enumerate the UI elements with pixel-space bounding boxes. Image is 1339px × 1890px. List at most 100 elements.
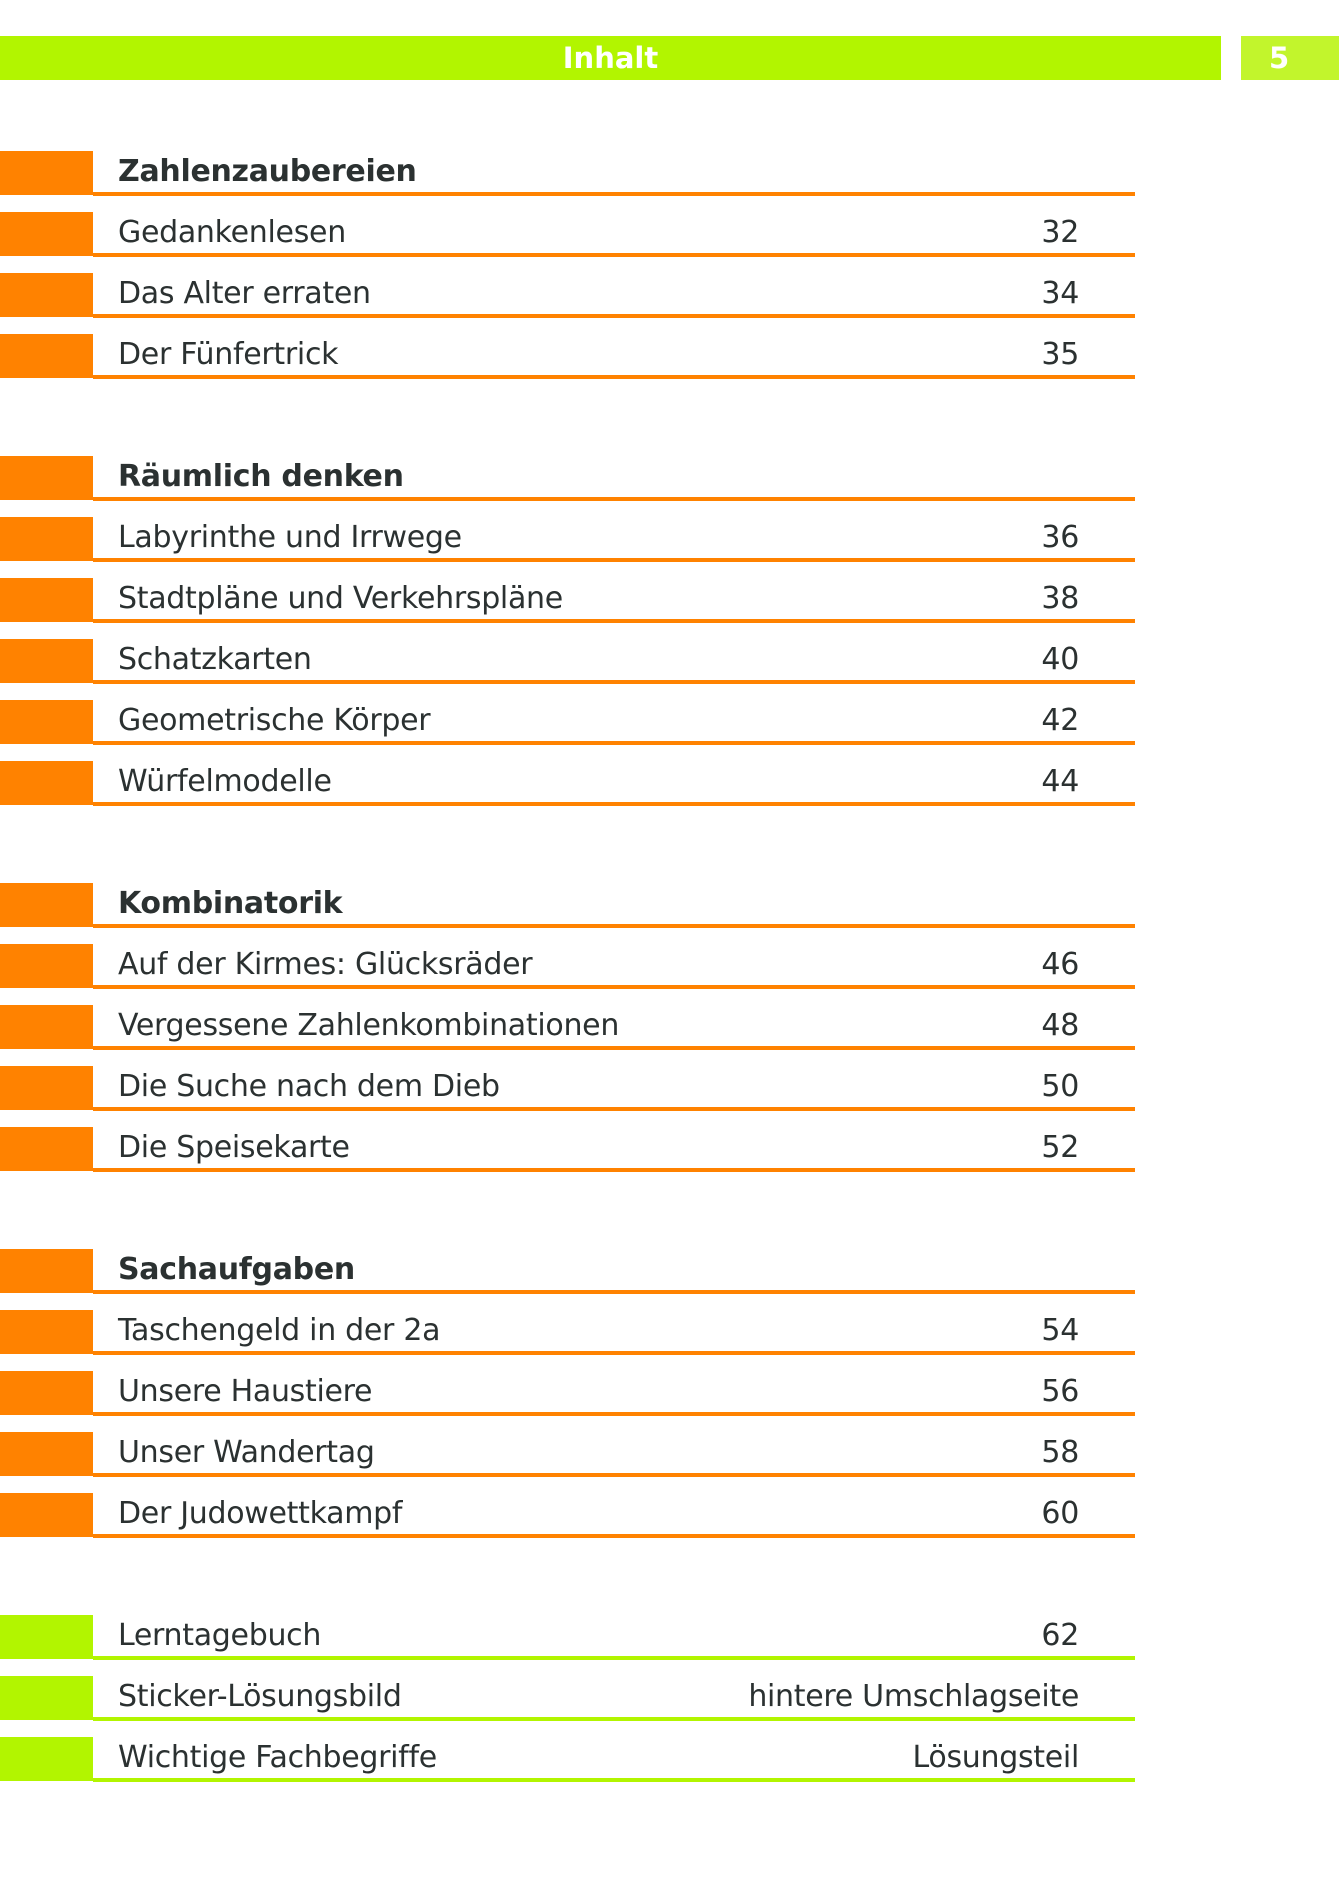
underline-divider	[93, 497, 1135, 501]
toc-entry[interactable]: Das Alter erraten 34	[0, 273, 1140, 334]
color-marker	[0, 273, 93, 317]
entry-title: Gedankenlesen	[118, 215, 346, 250]
entry-page: 35	[1041, 337, 1079, 372]
entry-title: Der Fünfertrick	[118, 337, 339, 372]
toc-entry[interactable]: Geometrische Körper 42	[0, 700, 1140, 761]
toc-entry[interactable]: Vergessene Zahlenkombinationen 48	[0, 1005, 1140, 1066]
underline-divider	[93, 1107, 1135, 1111]
entry-title: Die Suche nach dem Dieb	[118, 1069, 500, 1104]
entry-page: 50	[1041, 1069, 1079, 1104]
toc-entry[interactable]: Stadtpläne und Verkehrspläne 38	[0, 578, 1140, 639]
entry-page: 46	[1041, 947, 1079, 982]
toc-entry[interactable]: Der Judowettkampf 60	[0, 1493, 1140, 1554]
entry-title: Unser Wandertag	[118, 1435, 375, 1470]
underline-divider	[93, 1168, 1135, 1172]
section-heading[interactable]: Zahlenzaubereien	[0, 151, 1140, 212]
header-bar: Inhalt	[0, 36, 1221, 80]
underline-divider	[93, 1534, 1135, 1538]
page-title: Inhalt	[562, 41, 659, 75]
color-marker	[0, 151, 93, 195]
color-marker	[0, 1371, 93, 1415]
entry-title: Würfelmodelle	[118, 764, 332, 799]
entry-page: 58	[1041, 1435, 1079, 1470]
color-marker	[0, 578, 93, 622]
underline-divider	[93, 1778, 1135, 1782]
section-heading[interactable]: Räumlich denken	[0, 456, 1140, 517]
color-marker	[0, 1432, 93, 1476]
entry-title: Zahlenzaubereien	[118, 154, 417, 189]
toc-entry[interactable]: Der Fünfertrick 35	[0, 334, 1140, 395]
entry-title: Taschengeld in der 2a	[118, 1313, 441, 1348]
entry-title: Die Speisekarte	[118, 1130, 350, 1165]
underline-divider	[93, 1473, 1135, 1477]
toc-entry[interactable]: Die Suche nach dem Dieb 50	[0, 1066, 1140, 1127]
color-marker	[0, 456, 93, 500]
section-spacer	[0, 395, 1140, 456]
color-marker	[0, 944, 93, 988]
underline-divider	[93, 558, 1135, 562]
toc-entry[interactable]: Würfelmodelle 44	[0, 761, 1140, 822]
entry-page: 44	[1041, 764, 1079, 799]
color-marker	[0, 334, 93, 378]
underline-divider	[93, 1656, 1135, 1660]
table-of-contents: Zahlenzaubereien Gedankenlesen 32 Das Alter…	[0, 151, 1140, 1798]
section-spacer	[0, 1554, 1140, 1615]
color-marker	[0, 1615, 93, 1659]
toc-entry[interactable]: Unser Wandertag 58	[0, 1432, 1140, 1493]
entry-title: Kombinatorik	[118, 886, 343, 921]
entry-page: 32	[1041, 215, 1079, 250]
entry-page: 36	[1041, 520, 1079, 555]
toc-entry[interactable]: Lerntagebuch 62	[0, 1615, 1140, 1676]
toc-entry[interactable]: Sticker-Lösungsbild hintere Umschlagseite	[0, 1676, 1140, 1737]
section-heading[interactable]: Kombinatorik	[0, 883, 1140, 944]
underline-divider	[93, 619, 1135, 623]
underline-divider	[93, 1412, 1135, 1416]
underline-divider	[93, 1290, 1135, 1294]
color-marker	[0, 639, 93, 683]
entry-page: 42	[1041, 703, 1079, 738]
toc-entry[interactable]: Labyrinthe und Irrwege 36	[0, 517, 1140, 578]
color-marker	[0, 1493, 93, 1537]
page-number: 5	[1241, 36, 1339, 80]
toc-entry[interactable]: Taschengeld in der 2a 54	[0, 1310, 1140, 1371]
entry-title: Vergessene Zahlenkombinationen	[118, 1008, 620, 1043]
toc-entry[interactable]: Wichtige Fachbegriffe Lösungsteil	[0, 1737, 1140, 1798]
entry-title: Unsere Haustiere	[118, 1374, 373, 1409]
toc-entry[interactable]: Auf der Kirmes: Glücksräder 46	[0, 944, 1140, 1005]
underline-divider	[93, 253, 1135, 257]
section-heading[interactable]: Sachaufgaben	[0, 1249, 1140, 1310]
entry-title: Wichtige Fachbegriffe	[118, 1740, 437, 1775]
entry-page: 62	[1041, 1618, 1079, 1653]
underline-divider	[93, 924, 1135, 928]
underline-divider	[93, 741, 1135, 745]
underline-divider	[93, 1351, 1135, 1355]
entry-title: Geometrische Körper	[118, 703, 431, 738]
toc-entry[interactable]: Gedankenlesen 32	[0, 212, 1140, 273]
entry-title: Auf der Kirmes: Glücksräder	[118, 947, 533, 982]
toc-entry[interactable]: Unsere Haustiere 56	[0, 1371, 1140, 1432]
underline-divider	[93, 802, 1135, 806]
underline-divider	[93, 680, 1135, 684]
entry-title: Sachaufgaben	[118, 1252, 355, 1287]
underline-divider	[93, 314, 1135, 318]
section-spacer	[0, 822, 1140, 883]
color-marker	[0, 1249, 93, 1293]
entry-page: hintere Umschlagseite	[748, 1679, 1079, 1714]
entry-page: Lösungsteil	[912, 1740, 1080, 1775]
underline-divider	[93, 1717, 1135, 1721]
entry-page: 48	[1041, 1008, 1079, 1043]
entry-title: Das Alter erraten	[118, 276, 371, 311]
entry-title: Der Judowettkampf	[118, 1496, 403, 1531]
color-marker	[0, 883, 93, 927]
toc-entry[interactable]: Die Speisekarte 52	[0, 1127, 1140, 1188]
color-marker	[0, 761, 93, 805]
toc-entry[interactable]: Schatzkarten 40	[0, 639, 1140, 700]
entry-page: 60	[1041, 1496, 1079, 1531]
underline-divider	[93, 375, 1135, 379]
color-marker	[0, 212, 93, 256]
underline-divider	[93, 192, 1135, 196]
entry-title: Labyrinthe und Irrwege	[118, 520, 462, 555]
color-marker	[0, 1737, 93, 1781]
entry-page: 54	[1041, 1313, 1079, 1348]
color-marker	[0, 1310, 93, 1354]
